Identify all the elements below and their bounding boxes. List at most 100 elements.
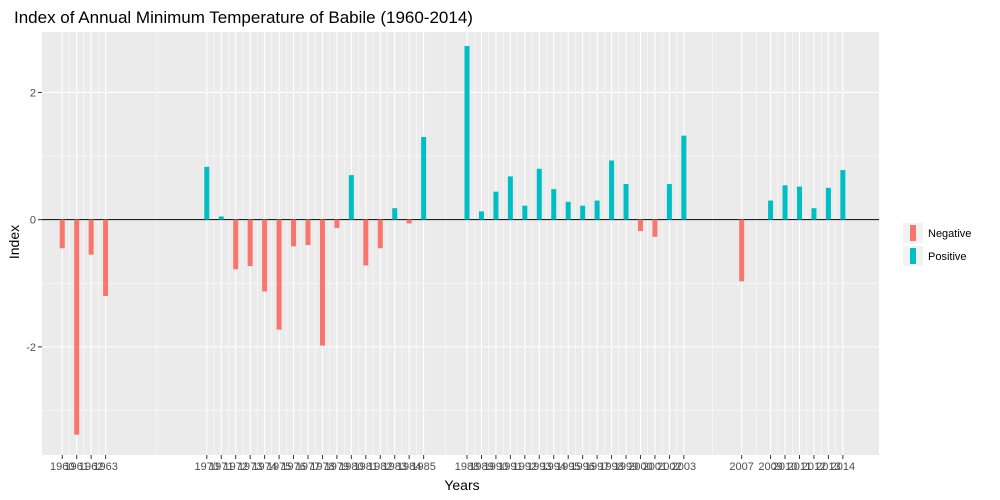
bar-2013 <box>825 187 831 220</box>
x-tick-label: 1983 <box>382 461 406 473</box>
bar-1990 <box>493 191 499 220</box>
bar-1974 <box>262 219 268 292</box>
x-tick-label: 2011 <box>788 461 812 473</box>
x-tick-label: 1989 <box>469 461 493 473</box>
x-tick-label: 1961 <box>64 461 88 473</box>
y-tick-label: 2 <box>30 87 36 99</box>
x-tick-label: 1963 <box>93 461 117 473</box>
x-tick-label: 1981 <box>354 461 378 473</box>
bar-2012 <box>811 208 817 220</box>
plot-panel <box>42 32 879 455</box>
bar-1996 <box>580 205 586 220</box>
y-axis-title: Index <box>6 225 22 259</box>
x-tick-label: 1997 <box>585 461 609 473</box>
bar-1971 <box>218 216 224 220</box>
y-tick-label: 0 <box>30 215 36 227</box>
bar-1983 <box>392 208 398 220</box>
x-tick-label: 2012 <box>802 461 826 473</box>
bar-1978 <box>319 219 325 346</box>
x-tick-label: 1996 <box>570 461 594 473</box>
bar-2000 <box>637 219 643 232</box>
bar-1962 <box>88 219 94 255</box>
bar-2002 <box>666 184 672 220</box>
bar-2009 <box>768 200 774 220</box>
bar-2010 <box>782 185 788 220</box>
bar-1999 <box>623 184 629 220</box>
bar-2007 <box>739 219 745 282</box>
bar-1977 <box>305 219 311 246</box>
x-tick-label: 2001 <box>643 461 667 473</box>
x-tick-label: 2009 <box>758 461 782 473</box>
x-tick-label: 1974 <box>252 461 276 473</box>
bar-1961 <box>74 219 80 435</box>
x-axis-title: Years <box>444 477 479 493</box>
y-tick-label: -2 <box>26 342 36 354</box>
x-tick-label: 1962 <box>79 461 103 473</box>
bar-1980 <box>348 175 354 220</box>
bar-2003 <box>681 135 687 220</box>
bar-1998 <box>609 160 615 220</box>
chart-title: Index of Annual Minimum Temperature of B… <box>14 8 473 27</box>
bar-1991 <box>507 176 513 220</box>
bar-1972 <box>233 219 239 270</box>
x-tick-label: 1973 <box>238 461 262 473</box>
x-tick-label: 2014 <box>831 461 855 473</box>
x-tick-label: 1998 <box>599 461 623 473</box>
x-tick-label: 1982 <box>368 461 392 473</box>
bar-1995 <box>565 201 571 220</box>
bar-2014 <box>840 170 846 220</box>
bar-1994 <box>551 189 557 220</box>
bar-1979 <box>334 219 340 228</box>
bar-1985 <box>421 136 427 220</box>
x-tick-label: 1991 <box>498 461 522 473</box>
bar-2011 <box>796 186 802 220</box>
bars <box>59 45 846 435</box>
x-tick-label: 1992 <box>513 461 537 473</box>
bar-2001 <box>652 219 658 237</box>
x-tick-label: 2007 <box>729 461 753 473</box>
x-tick-label: 1984 <box>397 461 421 473</box>
bar-1988 <box>464 45 470 220</box>
bar-1973 <box>247 219 253 267</box>
x-tick-label: 1990 <box>484 461 508 473</box>
x-tick-label: 1971 <box>209 461 233 473</box>
legend-label-positive: Positive <box>928 251 967 263</box>
x-tick-label: 1976 <box>281 461 305 473</box>
x-tick-label: 1994 <box>541 461 565 473</box>
x-tick-label: 2010 <box>773 461 797 473</box>
bar-1993 <box>536 168 542 220</box>
x-tick-label: 2002 <box>657 461 681 473</box>
x-tick-label: 1972 <box>223 461 247 473</box>
x-tick-label: 1988 <box>455 461 479 473</box>
bar-1960 <box>59 219 65 249</box>
y-axis: -2 0 2 <box>26 87 42 354</box>
legend-key-positive <box>910 248 916 264</box>
bar-1975 <box>276 219 282 330</box>
bar-1997 <box>594 200 600 220</box>
x-tick-label: 1960 <box>50 461 74 473</box>
x-tick-label: 2013 <box>816 461 840 473</box>
bar-1989 <box>478 211 484 220</box>
x-tick-label: 1995 <box>556 461 580 473</box>
x-tick-label: 1975 <box>267 461 291 473</box>
bar-1963 <box>103 219 109 296</box>
bar-1970 <box>204 166 210 220</box>
x-tick-label: 1970 <box>195 461 219 473</box>
bar-1984 <box>406 219 412 224</box>
legend-key-negative <box>910 225 916 241</box>
x-tick-label: 1977 <box>296 461 320 473</box>
x-tick-label: 2000 <box>628 461 652 473</box>
x-tick-label: 1978 <box>310 461 334 473</box>
x-tick-label: 1979 <box>325 461 349 473</box>
legend: Negative Positive <box>903 223 971 266</box>
bar-1982 <box>377 219 383 249</box>
x-tick-label: 1993 <box>527 461 551 473</box>
x-tick-label: 2003 <box>672 461 696 473</box>
bar-1976 <box>291 219 297 247</box>
x-tick-label: 1999 <box>614 461 638 473</box>
legend-label-negative: Negative <box>928 228 971 240</box>
x-tick-label: 1985 <box>411 461 435 473</box>
x-tick-label: 1980 <box>339 461 363 473</box>
